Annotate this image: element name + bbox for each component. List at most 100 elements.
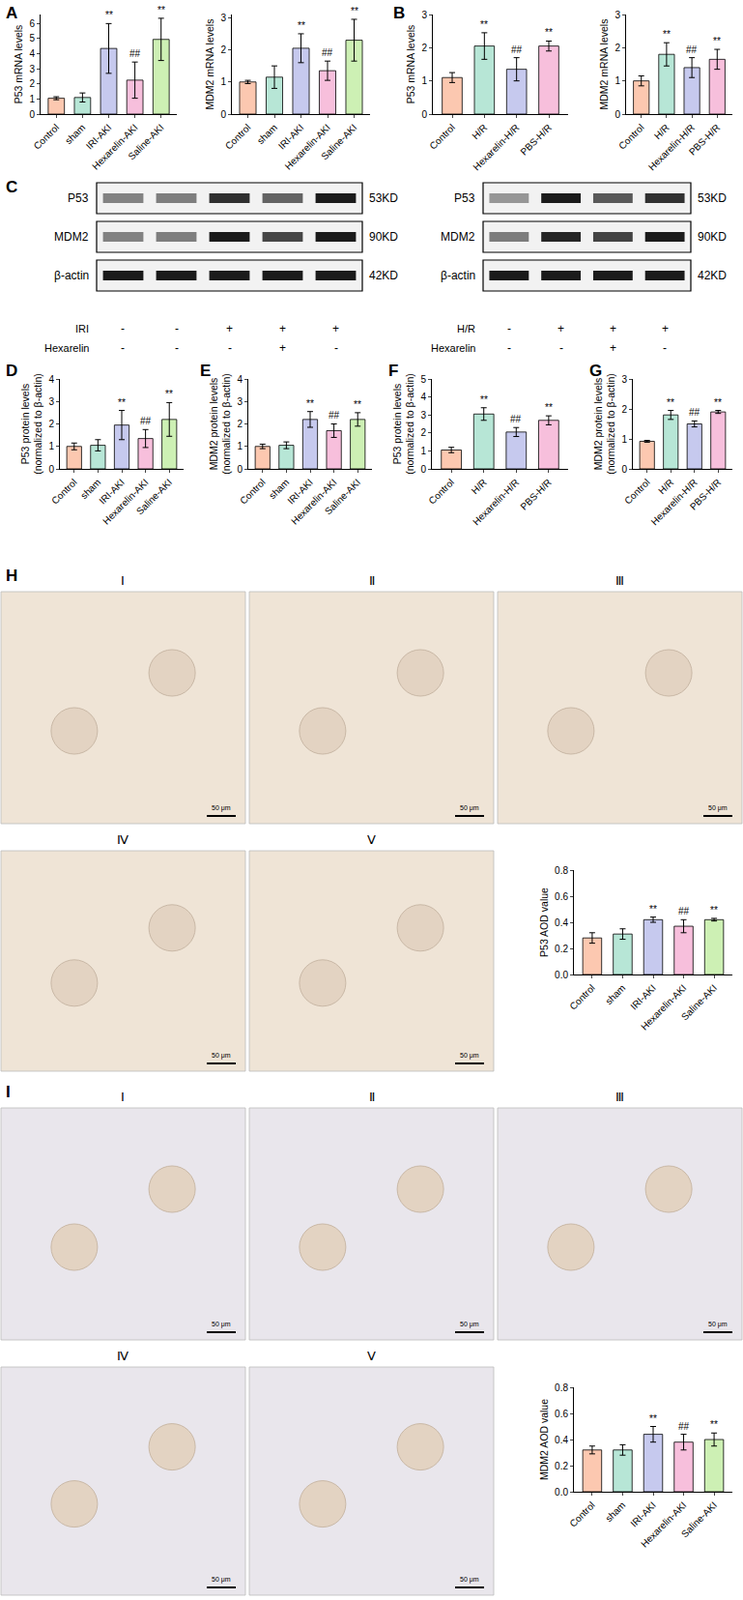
- svg-text:MDM2: MDM2: [440, 229, 476, 244]
- svg-text:Ⅱ: Ⅱ: [369, 1088, 375, 1104]
- svg-text:90KD: 90KD: [369, 229, 399, 244]
- svg-text:**: **: [480, 394, 488, 405]
- svg-text:IRI-AKI: IRI-AKI: [285, 476, 315, 507]
- svg-text:Hexarelin-H/R: Hexarelin-H/R: [649, 476, 700, 527]
- svg-text:+: +: [279, 321, 286, 336]
- svg-text:**: **: [297, 20, 306, 31]
- svg-text:H/R: H/R: [469, 476, 489, 496]
- svg-text:0: 0: [236, 463, 243, 475]
- svg-text:50 μm: 50 μm: [459, 1319, 480, 1328]
- svg-text:Saline-AKI: Saline-AKI: [322, 476, 363, 516]
- svg-text:Control: Control: [223, 121, 254, 152]
- svg-text:Saline-AKI: Saline-AKI: [679, 981, 719, 1022]
- svg-text:Ⅳ: Ⅳ: [116, 1347, 129, 1363]
- svg-text:0: 0: [621, 463, 628, 475]
- svg-text:**: **: [714, 397, 722, 408]
- svg-text:1: 1: [220, 76, 227, 87]
- svg-text:Control: Control: [622, 476, 653, 507]
- svg-text:1: 1: [421, 75, 428, 86]
- svg-text:IRI-AKI: IRI-AKI: [84, 121, 115, 152]
- svg-text:0.0: 0.0: [554, 1486, 569, 1497]
- svg-text:0: 0: [48, 463, 55, 475]
- svg-text:-: -: [507, 341, 512, 355]
- svg-text:Ⅰ: Ⅰ: [120, 1088, 125, 1104]
- svg-text:1: 1: [28, 93, 35, 105]
- svg-text:PBS-H/R: PBS-H/R: [517, 476, 553, 512]
- svg-text:3: 3: [28, 63, 35, 75]
- svg-text:3: 3: [421, 9, 428, 21]
- svg-text:**: **: [710, 1418, 718, 1429]
- svg-text:P53: P53: [454, 191, 476, 205]
- svg-text:**: **: [649, 1412, 658, 1424]
- svg-text:B: B: [393, 3, 405, 23]
- svg-text:**: **: [117, 397, 126, 408]
- svg-text:1: 1: [48, 440, 55, 452]
- svg-text:50 μm: 50 μm: [211, 1319, 231, 1328]
- svg-text:-: -: [120, 321, 125, 336]
- svg-text:MDM2 AOD value: MDM2 AOD value: [538, 1398, 550, 1480]
- svg-text:+: +: [661, 321, 669, 336]
- svg-text:0.2: 0.2: [554, 1459, 569, 1471]
- svg-text:sham: sham: [266, 476, 291, 501]
- svg-text:0: 0: [28, 109, 35, 120]
- svg-text:2: 2: [621, 403, 628, 415]
- svg-text:1: 1: [621, 433, 628, 445]
- svg-text:H/R: H/R: [457, 322, 476, 335]
- svg-text:P53 AOD value: P53 AOD value: [538, 886, 550, 957]
- svg-text:-: -: [559, 341, 564, 355]
- svg-text:Hexarelin-AKI: Hexarelin-AKI: [638, 1498, 688, 1548]
- svg-text:IRI-AKI: IRI-AKI: [96, 476, 127, 507]
- svg-text:Saline-AKI: Saline-AKI: [134, 476, 174, 516]
- svg-text:-: -: [334, 341, 339, 355]
- svg-text:sham: sham: [78, 476, 103, 501]
- svg-text:D: D: [5, 361, 18, 380]
- svg-text:4: 4: [236, 373, 243, 385]
- svg-text:Saline-AKI: Saline-AKI: [318, 121, 359, 162]
- svg-text:0.8: 0.8: [554, 1381, 569, 1393]
- svg-text:50 μm: 50 μm: [211, 1051, 231, 1059]
- svg-text:Hexarelin-AKI: Hexarelin-AKI: [288, 476, 339, 526]
- svg-text:**: **: [306, 398, 315, 409]
- svg-text:Ⅲ: Ⅲ: [615, 572, 625, 588]
- svg-text:A: A: [5, 3, 18, 23]
- svg-text:##: ##: [685, 44, 698, 56]
- svg-text:sham: sham: [255, 121, 280, 146]
- svg-text:0: 0: [421, 109, 428, 120]
- svg-text:**: **: [165, 388, 173, 400]
- svg-text:+: +: [557, 321, 565, 336]
- svg-text:3: 3: [420, 409, 427, 421]
- svg-text:PBS-H/R: PBS-H/R: [686, 121, 722, 157]
- svg-text:E: E: [200, 361, 211, 380]
- svg-text:5: 5: [28, 32, 35, 44]
- svg-text:Ⅴ: Ⅴ: [367, 1347, 376, 1363]
- svg-text:Hexarelin: Hexarelin: [430, 342, 476, 354]
- svg-text:0.2: 0.2: [554, 943, 569, 954]
- svg-text:##: ##: [678, 905, 690, 916]
- svg-text:##: ##: [510, 413, 522, 425]
- svg-text:4: 4: [420, 391, 427, 402]
- svg-text:3: 3: [48, 396, 55, 407]
- svg-text:##: ##: [678, 1420, 690, 1431]
- svg-text:0.6: 0.6: [554, 890, 569, 902]
- svg-text:**: **: [662, 28, 671, 40]
- svg-text:IRI-AKI: IRI-AKI: [276, 121, 307, 152]
- svg-text:##: ##: [129, 48, 142, 59]
- svg-text:MDM2 mRNA levels: MDM2 mRNA levels: [598, 19, 610, 111]
- svg-text:**: **: [649, 903, 658, 915]
- svg-text:##: ##: [688, 406, 701, 418]
- svg-text:53KD: 53KD: [697, 191, 727, 205]
- svg-text:sham: sham: [602, 1498, 628, 1523]
- svg-text:Control: Control: [31, 121, 62, 152]
- svg-text:MDM2: MDM2: [54, 229, 89, 244]
- svg-text:Ⅴ: Ⅴ: [367, 831, 376, 847]
- svg-text:**: **: [666, 397, 675, 408]
- svg-text:I: I: [5, 1082, 11, 1101]
- svg-text:H/R: H/R: [469, 121, 489, 142]
- svg-text:Control: Control: [616, 121, 647, 152]
- svg-text:sham: sham: [602, 981, 628, 1006]
- svg-text:##: ##: [321, 47, 334, 58]
- svg-text:2: 2: [48, 418, 55, 429]
- svg-text:**: **: [157, 4, 166, 16]
- svg-text:C: C: [5, 177, 18, 197]
- svg-text:50 μm: 50 μm: [708, 803, 728, 812]
